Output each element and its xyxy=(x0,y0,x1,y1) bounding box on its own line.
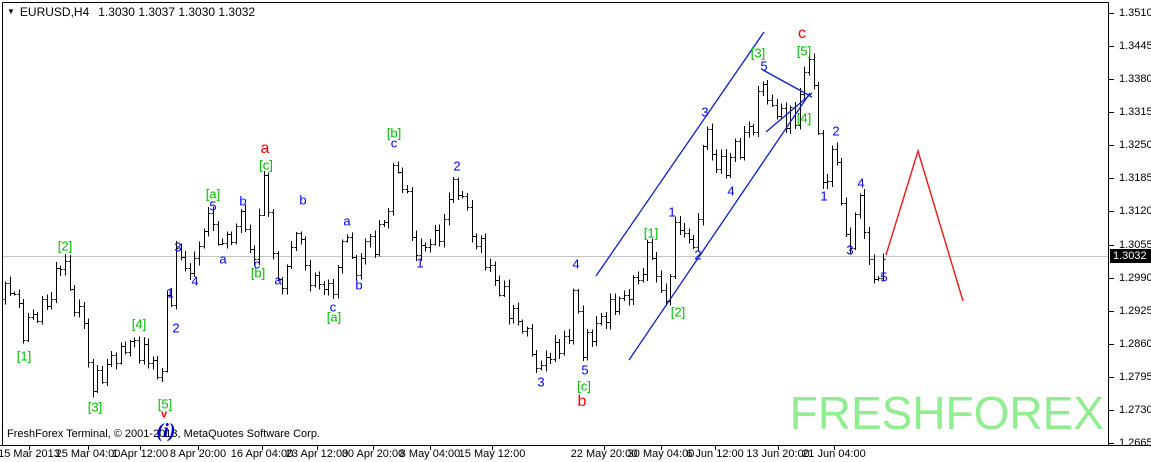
time-axis-label: 6 Jun 12:00 xyxy=(686,448,744,460)
wave-label-i[interactable]: (i) xyxy=(156,420,176,442)
price-axis-label: 1.2665 xyxy=(1119,437,1151,449)
wave-label-a[interactable]: a xyxy=(260,140,270,157)
wave-label-b[interactable]: b xyxy=(355,277,363,293)
wave-label-a[interactable]: [a] xyxy=(205,186,221,202)
price-axis-label: 1.2860 xyxy=(1119,338,1151,350)
wave-label-3[interactable]: 3 xyxy=(701,104,709,120)
wave-label-3[interactable]: [3] xyxy=(750,45,766,61)
time-axis-label: 22 May 20:00 xyxy=(570,448,638,460)
price-bars xyxy=(3,53,886,398)
wave-label-c[interactable]: c xyxy=(329,299,337,315)
wave-label-a[interactable]: a xyxy=(274,272,282,288)
wave-label-a[interactable]: a xyxy=(219,251,227,267)
wave-label-c[interactable]: c xyxy=(390,135,398,151)
wave-label-2[interactable]: 2 xyxy=(172,320,180,336)
chevron-down-icon[interactable]: ▼ xyxy=(7,7,15,16)
trend-line-channel-lower[interactable] xyxy=(628,92,811,361)
wave-label-v[interactable]: v xyxy=(160,408,168,421)
wave-label-1[interactable]: [1] xyxy=(16,348,32,364)
price-axis-label: 1.2730 xyxy=(1119,404,1151,416)
time-axis-label: 23 Apr 12:00 xyxy=(285,448,349,460)
wave-label-1[interactable]: 1 xyxy=(820,188,828,204)
wave-label-a[interactable]: a xyxy=(343,213,351,229)
wave-label-3[interactable]: 3 xyxy=(537,374,545,390)
wave-label-2[interactable]: 2 xyxy=(453,158,461,174)
time-axis-label: 1 Apr 12:00 xyxy=(111,448,169,460)
wave-label-c[interactable]: [c] xyxy=(259,157,273,173)
wave-label-5[interactable]: [5] xyxy=(157,396,173,412)
trend-line-triangle-bottom[interactable] xyxy=(765,92,813,133)
time-axis-label: 8 May 04:00 xyxy=(399,448,461,460)
broker-watermark: FRESHFOREX xyxy=(789,387,1104,439)
price-axis-label: 1.3120 xyxy=(1119,205,1151,217)
wave-label-4[interactable]: [4] xyxy=(796,110,812,126)
wave-label-4[interactable]: 4 xyxy=(727,183,735,199)
time-axis-label: 25 Mar 04:00 xyxy=(55,448,121,460)
ohlc-quotes-label: 1.3030 1.3037 1.3030 1.3032 xyxy=(98,5,256,19)
wave-label-b[interactable]: [b] xyxy=(250,265,266,281)
wave-label-5[interactable]: 5 xyxy=(581,362,589,378)
wave-label-a[interactable]: [a] xyxy=(326,309,342,325)
wave-label-b[interactable]: [b] xyxy=(386,125,402,141)
time-axis-label: 30 Apr 20:00 xyxy=(341,448,405,460)
price-axis-label: 1.2925 xyxy=(1119,305,1151,317)
terminal-copyright: FreshForex Terminal, © 2001-2013, MetaQu… xyxy=(7,428,320,440)
wave-label-b[interactable]: b xyxy=(299,192,307,208)
wave-label-1[interactable]: [1] xyxy=(643,225,659,241)
time-axis-label: 16 Apr 04:00 xyxy=(230,448,294,460)
wave-label-4[interactable]: 4 xyxy=(857,175,865,191)
chart-title: ▼ EURUSD,H4 1.3030 1.3037 1.3030 1.3032 xyxy=(7,5,255,19)
wave-label-c[interactable]: c xyxy=(253,256,261,272)
wave-label-c[interactable]: c xyxy=(798,25,806,42)
wave-label-b[interactable]: b xyxy=(577,393,587,410)
price-axis-label: 1.3445 xyxy=(1119,40,1151,52)
wave-label-4[interactable]: [4] xyxy=(131,316,147,332)
wave-label-4[interactable]: 4 xyxy=(572,256,580,272)
forecast-line[interactable] xyxy=(885,148,964,302)
wave-label-1[interactable]: 1 xyxy=(416,255,424,271)
price-axis-label: 1.3510 xyxy=(1119,7,1151,19)
price-axis-label: 1.3250 xyxy=(1119,139,1151,151)
wave-label-2[interactable]: [2] xyxy=(670,304,686,320)
wave-label-1[interactable]: 1 xyxy=(668,204,676,220)
time-axis-label: 13 Jun 20:00 xyxy=(746,448,810,460)
time-axis-label: 21 Jun 04:00 xyxy=(802,448,866,460)
wave-label-3[interactable]: [3] xyxy=(87,399,103,415)
price-axis-label: 1.3315 xyxy=(1119,106,1151,118)
wave-label-c[interactable]: [c] xyxy=(577,378,591,394)
wave-label-5[interactable]: [5] xyxy=(796,43,812,59)
time-axis-label: 8 Apr 20:00 xyxy=(169,448,227,460)
wave-label-5[interactable]: 5 xyxy=(880,269,888,285)
time-axis-label: 15 Mar 2013 xyxy=(0,448,60,460)
wave-label-2[interactable]: 2 xyxy=(832,123,840,139)
symbol-timeframe-label: EURUSD,H4 xyxy=(19,5,90,19)
wave-label-5[interactable]: 5 xyxy=(760,58,768,74)
wave-label-5[interactable]: 5 xyxy=(209,198,217,214)
wave-label-1[interactable]: 1 xyxy=(166,285,174,301)
wave-label-2[interactable]: [2] xyxy=(57,238,73,254)
trend-line-channel-upper[interactable] xyxy=(595,31,765,277)
wave-label-b[interactable]: b xyxy=(239,193,247,209)
price-axis-label: 1.3185 xyxy=(1119,172,1151,184)
trend-line-triangle-top[interactable] xyxy=(762,69,813,98)
price-axis-label: 1.3055 xyxy=(1119,239,1151,251)
time-axis-label: 30 May 04:00 xyxy=(627,448,695,460)
wave-label-3[interactable]: 3 xyxy=(174,239,182,255)
price-axis-label: 1.2795 xyxy=(1119,371,1151,383)
chart-frame xyxy=(0,2,1151,450)
price-axis-label: 1.3380 xyxy=(1119,73,1151,85)
wave-label-2[interactable]: 2 xyxy=(694,247,702,263)
current-price-badge: 1.3032 xyxy=(1110,249,1151,263)
wave-label-4[interactable]: 4 xyxy=(191,273,199,289)
time-axis-label: 15 May 12:00 xyxy=(458,448,526,460)
price-axis-label: 1.2990 xyxy=(1119,272,1151,284)
wave-label-3[interactable]: 3 xyxy=(846,242,854,258)
